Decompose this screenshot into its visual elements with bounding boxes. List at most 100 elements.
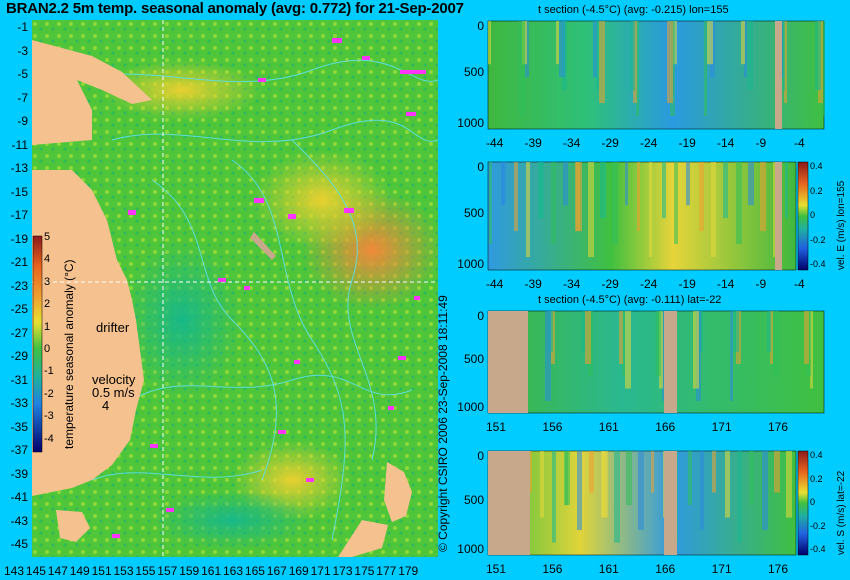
section-streak — [712, 451, 716, 493]
section-panel-t-lat — [487, 310, 825, 414]
section-streak — [626, 451, 632, 506]
section-x-tick-label: -34 — [563, 277, 581, 291]
section-streak — [656, 311, 661, 377]
section-colorbar-tick: -0.4 — [810, 259, 826, 269]
map-colorbar-tick: 0 — [44, 343, 51, 355]
section-streak — [596, 21, 599, 91]
lat-tick-label: -11 — [11, 137, 28, 152]
section-streak — [804, 311, 809, 365]
map-colorbar-tick: 4 — [44, 253, 51, 266]
lon-tick-label: 159 — [179, 564, 200, 578]
lon-tick-label: 155 — [135, 564, 156, 578]
section-streak — [741, 21, 745, 65]
drifter-markers — [112, 38, 426, 538]
map-colorbar-tick: -1 — [44, 365, 54, 378]
map-colorbar-tick: 2 — [44, 298, 51, 311]
map-title: BRAN2.2 5m temp. seasonal anomaly (avg: … — [6, 0, 464, 17]
lon-tick-label: 143 — [4, 564, 25, 578]
section-streak — [559, 21, 565, 78]
lat-tick-label: -31 — [10, 372, 28, 387]
section-x-tick-label: -4 — [794, 277, 805, 291]
section-streak — [651, 451, 654, 493]
section-panel-v-lat — [487, 450, 797, 556]
section-x-tick-label: 161 — [598, 562, 619, 576]
section-x-tick-label: 171 — [711, 420, 732, 434]
section-panel-t-lon — [487, 20, 825, 130]
section-x-tick-label: -4 — [794, 136, 805, 150]
section-streak — [625, 311, 631, 389]
lon-tick-label: 145 — [25, 564, 46, 578]
australia-landmass — [32, 60, 144, 496]
lat-tick-label: -17 — [10, 208, 28, 222]
section-streak — [707, 21, 713, 65]
lon-tick-label: 167 — [266, 564, 287, 578]
lat-tick-label: -19 — [10, 231, 28, 246]
section-x-tick-label: -14 — [717, 277, 735, 291]
section-streak — [737, 451, 742, 543]
drifter-label: drifter — [96, 320, 130, 335]
section-streak — [552, 451, 556, 543]
section-x-tick-label: -34 — [563, 136, 581, 150]
section-x-tick-label: -39 — [524, 277, 542, 291]
section-streak — [760, 162, 766, 232]
section-streak — [700, 451, 704, 531]
section-colorbar-tick: 0 — [810, 210, 816, 220]
section-streak — [733, 311, 739, 352]
section-x-tick-label: -24 — [640, 136, 658, 150]
bathymetry-land-block — [664, 451, 677, 555]
section-streak — [565, 451, 570, 506]
depth-tick-label: 1000 — [457, 399, 484, 414]
section-streak — [674, 162, 678, 245]
depth-tick-label: 0 — [477, 19, 484, 33]
section-colorbar-tick: 0.4 — [810, 450, 823, 460]
section-streak — [767, 311, 771, 352]
lat-tick-label: -25 — [10, 302, 28, 316]
lat-tick-label: -7 — [17, 90, 28, 105]
section-x-tick-label: 176 — [768, 562, 789, 576]
bathymetry-contours — [71, 59, 439, 541]
section-streak — [662, 311, 665, 401]
panel-title: t section (-4.5°C) (avg: -0.215) lon=155 — [538, 4, 729, 16]
cool-anomaly-south — [152, 490, 312, 550]
lat-tick-label: -27 — [10, 325, 28, 340]
section-streak — [602, 451, 608, 518]
section-streak — [693, 311, 699, 389]
section-streak — [630, 21, 635, 91]
section-streak — [785, 162, 788, 219]
section-x-tick-label: -44 — [486, 277, 504, 291]
section-streak — [770, 311, 773, 365]
depth-tick-label: 500 — [463, 351, 484, 366]
section-x-tick-label: -24 — [640, 277, 658, 291]
bathymetry-land-block — [664, 311, 677, 413]
section-x-tick-label: -9 — [755, 136, 767, 150]
section-streak — [730, 311, 733, 401]
section-colorbar-tick: 0.2 — [810, 185, 823, 196]
warm-anomaly-north — [252, 150, 392, 250]
section-streak — [636, 21, 639, 117]
lat-tick-label: -37 — [10, 443, 28, 457]
lat-tick-label: -13 — [10, 161, 28, 175]
section-x-tick-label: -39 — [524, 136, 542, 150]
section-colorbar — [797, 450, 809, 556]
lat-tick-label: -29 — [10, 349, 28, 363]
section-colorbar-label: vel. S (m/s) lat=-22 — [836, 470, 847, 555]
section-streak — [688, 451, 692, 506]
section-streak — [725, 451, 730, 518]
depth-tick-label: 0 — [477, 309, 484, 323]
section-streak — [599, 21, 605, 104]
section-streak — [514, 162, 518, 232]
section-streak — [786, 451, 792, 518]
section-x-tick-label: -19 — [678, 136, 696, 150]
section-streak — [622, 311, 625, 377]
section-streak — [577, 451, 582, 531]
depth-tick-label: 1000 — [457, 115, 484, 130]
anomaly-map — [32, 20, 442, 557]
lat-tick-label: -3 — [17, 43, 28, 58]
section-streak — [551, 162, 556, 245]
velocity-label: velocity — [92, 372, 136, 387]
section-streak — [686, 162, 690, 206]
lat-tick-label: -39 — [10, 466, 28, 481]
section-streak — [563, 162, 568, 206]
section-streak — [540, 451, 544, 518]
section-x-tick-label: 171 — [711, 562, 732, 576]
